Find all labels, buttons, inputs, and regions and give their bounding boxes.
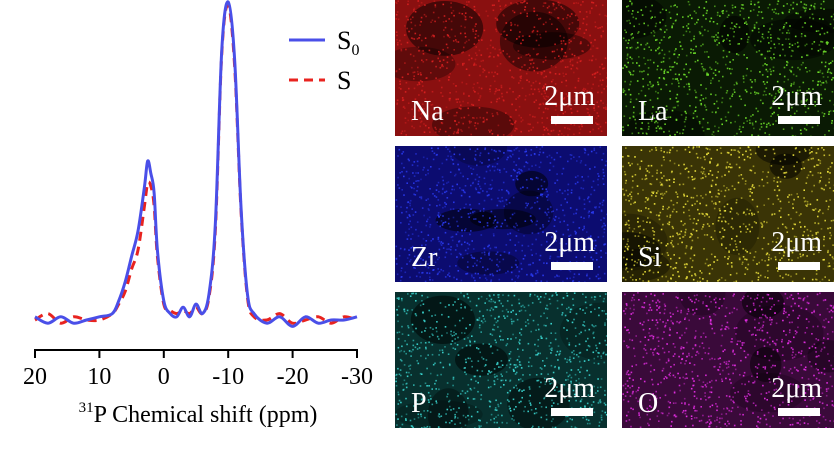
element-label-zr: Zr xyxy=(411,242,438,273)
scale-label-o: 2μm xyxy=(771,373,822,404)
element-label-si: Si xyxy=(638,242,662,273)
eds-map-zr: Zr 2μm xyxy=(395,146,607,282)
nmr-chart: 20 10 0 -10 -20 -30 31P Chemical shift (ppm) … xyxy=(23,0,373,428)
legend-label-s: S xyxy=(337,66,351,95)
eds-map-image xyxy=(622,146,834,282)
x-tick-label: 0 xyxy=(158,364,170,390)
scale-label-si: 2μm xyxy=(771,227,822,258)
scale-label-la: 2μm xyxy=(771,81,822,112)
element-label-o: O xyxy=(638,388,659,419)
scale-label-zr: 2μm xyxy=(544,227,595,258)
scale-bar-p xyxy=(551,408,593,416)
x-tick-label: -30 xyxy=(341,364,373,390)
scale-label-p: 2μm xyxy=(544,373,595,404)
legend: S0 S xyxy=(289,26,359,95)
series-line-s xyxy=(34,3,358,325)
eds-map-la: La 2μm xyxy=(622,0,834,136)
x-axis-label-text: P Chemical shift (ppm) xyxy=(94,402,318,428)
eds-map-o: O 2μm xyxy=(622,292,834,428)
scale-label-na: 2μm xyxy=(544,81,595,112)
eds-map-p: P 2μm xyxy=(395,292,607,428)
scale-bar-zr xyxy=(551,262,593,270)
series-line-s0 xyxy=(34,0,358,328)
eds-map-image xyxy=(622,292,834,428)
x-tick-label: -20 xyxy=(277,364,309,390)
x-axis-label: 31P Chemical shift (ppm) xyxy=(79,400,318,428)
eds-map-image xyxy=(395,0,607,136)
element-label-p: P xyxy=(411,388,427,419)
eds-map-na: Na 2μm xyxy=(395,0,607,136)
eds-map-grid: Na 2μm La 2μm Zr 2μm Si 2μm P 2μm O 2μm xyxy=(395,0,839,452)
x-axis-label-superscript: 31 xyxy=(79,400,94,416)
scale-bar-o xyxy=(778,408,820,416)
eds-map-si: Si 2μm xyxy=(622,146,834,282)
scale-bar-na xyxy=(551,116,593,124)
x-tick-label: 10 xyxy=(87,364,111,390)
legend-label-s0: S0 xyxy=(337,26,359,59)
scale-bar-si xyxy=(778,262,820,270)
eds-map-image xyxy=(622,0,834,136)
x-tick-label: -10 xyxy=(212,364,244,390)
scale-bar-la xyxy=(778,116,820,124)
element-label-na: Na xyxy=(411,96,444,127)
x-tick-label: 20 xyxy=(23,364,47,390)
element-label-la: La xyxy=(638,96,668,127)
eds-map-image xyxy=(395,146,607,282)
